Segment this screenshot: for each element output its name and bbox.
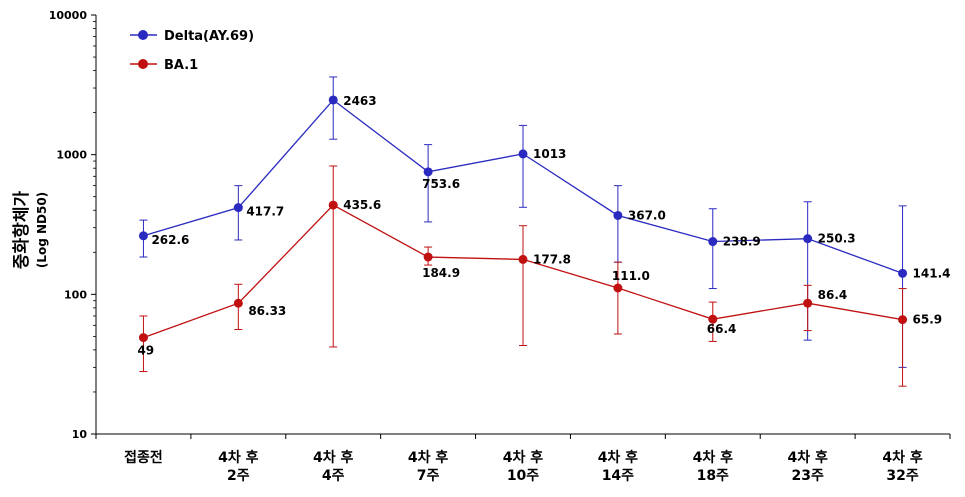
y-tick-label: 10 bbox=[72, 428, 88, 441]
x-tick-label: 접종전 bbox=[124, 449, 163, 466]
legend-marker bbox=[138, 59, 148, 69]
data-point bbox=[518, 149, 528, 159]
data-point bbox=[898, 268, 908, 278]
x-tick-label: 4주 bbox=[322, 468, 345, 484]
data-label: 1013 bbox=[533, 147, 566, 161]
x-tick-label: 4차 후 bbox=[313, 450, 353, 466]
data-label: 177.8 bbox=[533, 252, 571, 266]
data-label: 49 bbox=[137, 344, 154, 358]
x-tick-label: 4차 후 bbox=[408, 450, 448, 466]
data-point bbox=[233, 203, 243, 213]
data-label: 2463 bbox=[343, 94, 376, 108]
data-point bbox=[803, 298, 813, 308]
data-label: 184.9 bbox=[422, 266, 460, 280]
x-tick-label: 4차 후 bbox=[882, 450, 922, 466]
data-label: 753.6 bbox=[422, 177, 460, 191]
data-point bbox=[138, 231, 148, 241]
error-bars bbox=[139, 76, 907, 387]
x-tick-label: 10주 bbox=[507, 468, 539, 484]
data-label: 141.4 bbox=[913, 266, 951, 280]
data-point bbox=[328, 95, 338, 105]
x-tick-label: 4차 후 bbox=[693, 450, 733, 466]
data-label: 417.7 bbox=[246, 205, 284, 219]
x-tick-label: 32주 bbox=[886, 468, 918, 484]
data-label: 435.6 bbox=[343, 198, 381, 212]
data-points bbox=[138, 95, 908, 343]
data-point bbox=[423, 167, 433, 177]
data-label: 238.9 bbox=[723, 235, 761, 249]
data-label: 86.33 bbox=[248, 304, 286, 318]
x-tick-label: 14주 bbox=[602, 468, 634, 484]
y-tick-label: 10000 bbox=[49, 9, 88, 22]
data-label: 65.9 bbox=[913, 313, 943, 327]
data-label: 250.3 bbox=[818, 232, 856, 246]
data-label: 111.0 bbox=[612, 269, 650, 283]
x-tick-label: 4차 후 bbox=[218, 450, 258, 466]
data-point bbox=[328, 200, 338, 210]
data-point bbox=[613, 283, 623, 293]
y-tick-label: 100 bbox=[64, 288, 87, 301]
data-point bbox=[613, 210, 623, 220]
x-tick-label: 4차 후 bbox=[787, 450, 827, 466]
x-tick-label: 7주 bbox=[417, 468, 440, 484]
x-tick-label: 2주 bbox=[227, 468, 250, 484]
legend-marker bbox=[138, 30, 148, 40]
data-label: 262.6 bbox=[151, 233, 189, 247]
legend: Delta(AY.69) BA.1 bbox=[130, 29, 254, 73]
axes: 10 100 1000 10000 접종전 4차 후 2주 4차 후 4주 4차 후 7주 4차 후 1… bbox=[49, 9, 951, 484]
y-tick-label: 1000 bbox=[56, 149, 87, 162]
x-tick-label: 18주 bbox=[697, 468, 729, 484]
data-label: 86.4 bbox=[818, 288, 848, 302]
data-point bbox=[233, 298, 243, 308]
data-label: 66.4 bbox=[707, 322, 737, 336]
x-tick-label: 4차 후 bbox=[598, 450, 638, 466]
data-point bbox=[803, 234, 813, 244]
x-tick-label: 23주 bbox=[791, 468, 823, 484]
data-label: 367.0 bbox=[628, 208, 666, 222]
data-labels: 262.6 417.7 2463 753.6 1013 367.0 238.9 250.3 14… bbox=[137, 94, 950, 358]
x-tick-label: 4차 후 bbox=[503, 450, 543, 466]
legend-label: Delta(AY.69) bbox=[164, 29, 254, 44]
data-point bbox=[708, 314, 718, 324]
y-axis-title: 중화항체가 bbox=[11, 191, 32, 270]
data-point bbox=[138, 333, 148, 343]
legend-label: BA.1 bbox=[164, 58, 198, 73]
data-point bbox=[898, 315, 908, 325]
data-point bbox=[708, 237, 718, 247]
data-point bbox=[518, 254, 528, 264]
data-point bbox=[423, 252, 433, 262]
y-axis-subtitle: (Log ND50) bbox=[35, 192, 49, 268]
